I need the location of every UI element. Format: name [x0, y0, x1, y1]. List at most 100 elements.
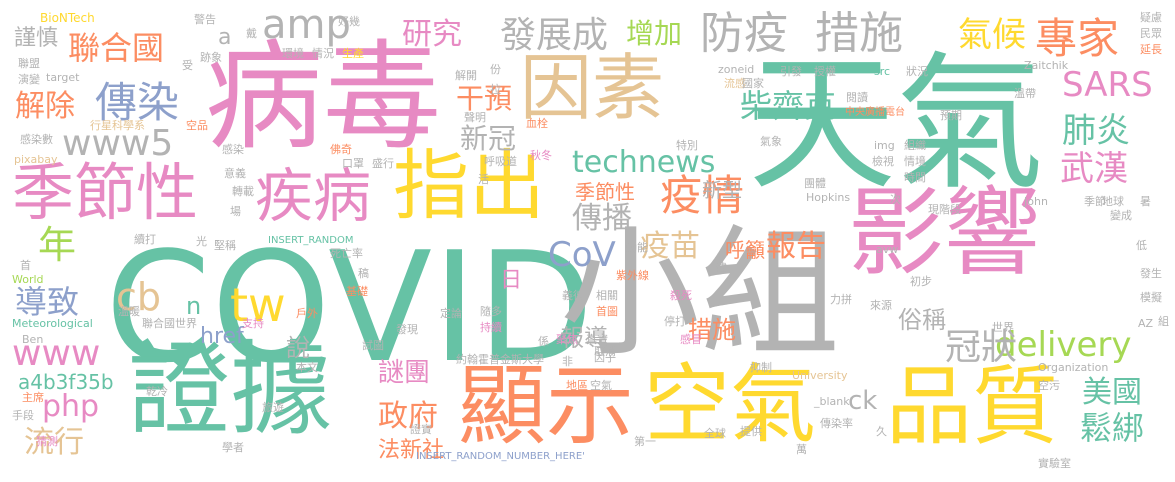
word: a4b3f35b [18, 370, 114, 394]
word: 萬 [796, 443, 807, 456]
word: 解開 [455, 69, 477, 82]
word: tw [230, 278, 286, 332]
word: 天氣 [748, 38, 1044, 210]
word: 口罩 [342, 157, 364, 170]
word: 第一 [634, 435, 656, 448]
word: 地區 [566, 379, 588, 392]
word: INSERT_RANDOM_NUMBER_HERE' [416, 451, 585, 462]
word: 聯合國世界 [142, 317, 197, 330]
word: target [46, 71, 80, 84]
word: img [874, 139, 895, 152]
word: 殺死 [670, 289, 692, 302]
word: 流行 [24, 425, 84, 460]
word: 研究 [402, 17, 462, 52]
word: 謹慎 [14, 26, 59, 51]
word: 秋冬 [530, 149, 552, 162]
word: 證實 [410, 423, 432, 436]
word: 空氣 [644, 355, 816, 455]
word: 戴 [246, 27, 257, 40]
word: Ben [22, 333, 44, 346]
word: 死亡率 [330, 247, 363, 260]
word: href [200, 324, 244, 349]
word: 現階段 [928, 203, 961, 216]
word: 品質 [886, 357, 1058, 457]
word: 呼籲 [725, 238, 765, 262]
word: 手段 [12, 409, 34, 422]
word: 取消 [594, 345, 616, 358]
word: 戶外 [296, 307, 318, 320]
word: 說 [286, 334, 310, 362]
word: 抑制 [750, 361, 772, 374]
word: 首圖 [596, 305, 618, 318]
word: 久 [876, 425, 887, 438]
word: University [792, 369, 848, 382]
word: 乾冷 [146, 385, 168, 398]
word: 轉載 [232, 185, 254, 198]
word: 模擬 [1140, 291, 1162, 304]
word: 主席 [22, 391, 44, 404]
word: BioNTech [40, 11, 95, 25]
word: 發生 [1140, 267, 1162, 280]
word: 發展成 [500, 15, 609, 56]
word: 聚焦 [556, 333, 578, 346]
word: www5 [62, 123, 174, 164]
word: 持續 [480, 321, 502, 334]
word: 引發 [780, 65, 802, 78]
word: zoneid [718, 63, 755, 76]
word: 建 [716, 261, 727, 274]
word: 授權 [814, 65, 836, 78]
word: CoV [548, 235, 616, 275]
word: 季節性 [575, 180, 635, 204]
word: 報告 [766, 229, 826, 264]
word: 季節 [1084, 195, 1106, 208]
word: 動能 [626, 241, 648, 254]
word: 團體 [804, 177, 826, 190]
word: 受 [182, 59, 193, 72]
word: 氣象 [760, 135, 782, 148]
word: 傳染 [95, 78, 180, 127]
word: 疑慮 [1140, 11, 1162, 24]
word: 疫情 [660, 171, 745, 220]
word: 溫暖 [118, 305, 140, 318]
word: www [12, 333, 101, 374]
word: 場 [230, 205, 241, 218]
word: 季節性 [12, 156, 199, 229]
word: 因素 [520, 46, 665, 130]
word: 演變 [18, 73, 40, 86]
word: 閱讀 [846, 91, 868, 104]
word: 活 [478, 173, 489, 186]
word: 政府 [378, 399, 438, 434]
word: 警告 [194, 13, 216, 26]
word: php [42, 389, 100, 424]
word: 疫苗 [640, 229, 700, 264]
word: 流感 [724, 77, 746, 90]
word: INSERT_RANDOM [268, 235, 354, 246]
word: 世界 [992, 321, 1014, 334]
word: 旅遊 [262, 401, 284, 414]
word: ck [848, 386, 878, 416]
word: 病毒 [205, 28, 442, 166]
word: Organization [1038, 361, 1109, 374]
word: pixabay [14, 153, 58, 166]
word: 特別 [676, 139, 698, 152]
word: 力拼 [830, 293, 852, 306]
word: 血栓 [526, 117, 548, 130]
word: 檢視 [872, 155, 894, 168]
word: 暑 [1140, 195, 1151, 208]
word: 呼吸道 [484, 155, 517, 168]
word: Meteorological [12, 317, 93, 330]
word: 全球 [704, 427, 726, 440]
word: 柴齊克 [740, 87, 837, 125]
word: 傳播 [572, 201, 632, 236]
word: 感染 [222, 143, 244, 156]
word: 隨多 [480, 305, 502, 318]
word: 新型 [702, 178, 742, 202]
word: 紫外線 [616, 269, 649, 282]
word: cb [116, 275, 162, 319]
word: 俗稱 [898, 306, 946, 334]
word: 首 [20, 259, 31, 272]
word: 份 [490, 63, 501, 76]
word: 定論 [440, 307, 462, 320]
word: 措施 [688, 316, 736, 344]
